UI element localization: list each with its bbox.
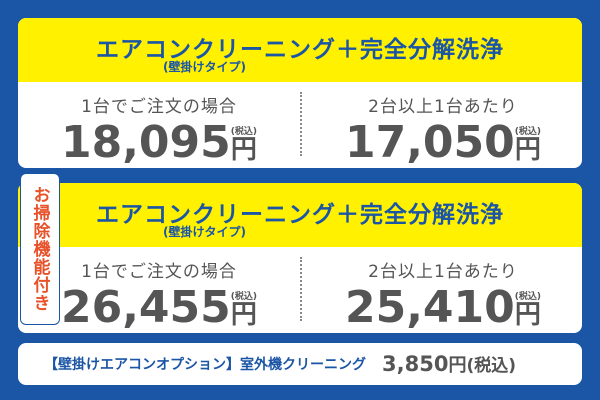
price-number: 25,410 [344,282,515,333]
card-body: 1台でご注文の場合 18,095 (税込) 円 2台以上1台あたり 17,050 (税込) 円 [18,82,582,168]
price-unit-wrap: (税込) 円 [515,128,541,167]
price-option: 2台以上1台あたり 25,410 (税込) 円 [300,257,582,332]
option-label: 1台でご注文の場合 [81,97,237,117]
tax-note: (税込) [466,356,516,376]
currency-unit: 円 [230,300,257,330]
price-option: 1台でご注文の場合 26,455 (税込) 円 [18,247,300,333]
option-label: 1台でご注文の場合 [81,262,237,282]
card-subtitle: (壁掛けタイプ) [163,225,246,239]
price: 17,050 (税込) 円 [302,119,582,167]
price-unit-wrap: (税込) 円 [231,293,257,332]
card-title: エアコンクリーニング＋完全分解洗浄 [96,37,504,63]
price-card: エアコンクリーニング＋完全分解洗浄 (壁掛けタイプ) 1台でご注文の場合 18,095… [18,18,582,168]
price-number: 17,050 [344,117,515,168]
price-number: 3,850 [382,352,449,376]
price: 26,455 (税込) 円 [18,284,300,332]
price-unit-wrap: (税込) 円 [515,293,541,332]
price-card: エアコンクリーニング＋完全分解洗浄 (壁掛けタイプ) 1台でご注文の場合 26,455… [18,183,582,333]
option-label: 2台以上1台あたり [368,97,518,117]
option-bar: 【壁掛けエアコンオプション】室外機クリーニング 3,850円(税込) [18,343,582,385]
price-option: 1台でご注文の場合 18,095 (税込) 円 [18,82,300,168]
option-label: 2台以上1台あたり [368,262,518,282]
card-header: エアコンクリーニング＋完全分解洗浄 (壁掛けタイプ) [18,183,582,247]
price-option: 2台以上1台あたり 17,050 (税込) 円 [300,92,582,167]
price: 18,095 (税込) 円 [18,119,300,167]
card-subtitle: (壁掛けタイプ) [163,60,246,74]
currency-unit: 円 [448,355,467,376]
option-price: 3,850円(税込) [382,351,516,377]
card-title: エアコンクリーニング＋完全分解洗浄 [96,202,504,228]
tax-note: (税込) [514,292,542,302]
tax-note: (税込) [230,127,258,137]
tax-note: (税込) [514,127,542,137]
tax-note: (税込) [230,292,258,302]
price-number: 26,455 [60,282,231,333]
price-unit-wrap: (税込) 円 [231,128,257,167]
price: 25,410 (税込) 円 [302,284,582,332]
card-header: エアコンクリーニング＋完全分解洗浄 (壁掛けタイプ) [18,18,582,82]
price-number: 18,095 [60,117,231,168]
option-label: 【壁掛けエアコンオプション】室外機クリーニング [44,357,366,373]
currency-unit: 円 [514,300,541,330]
currency-unit: 円 [514,135,541,165]
currency-unit: 円 [230,135,257,165]
card-body: 1台でご注文の場合 26,455 (税込) 円 2台以上1台あたり 25,410 (税込) 円 [18,247,582,333]
feature-badge: お掃除機能付き [20,173,60,325]
